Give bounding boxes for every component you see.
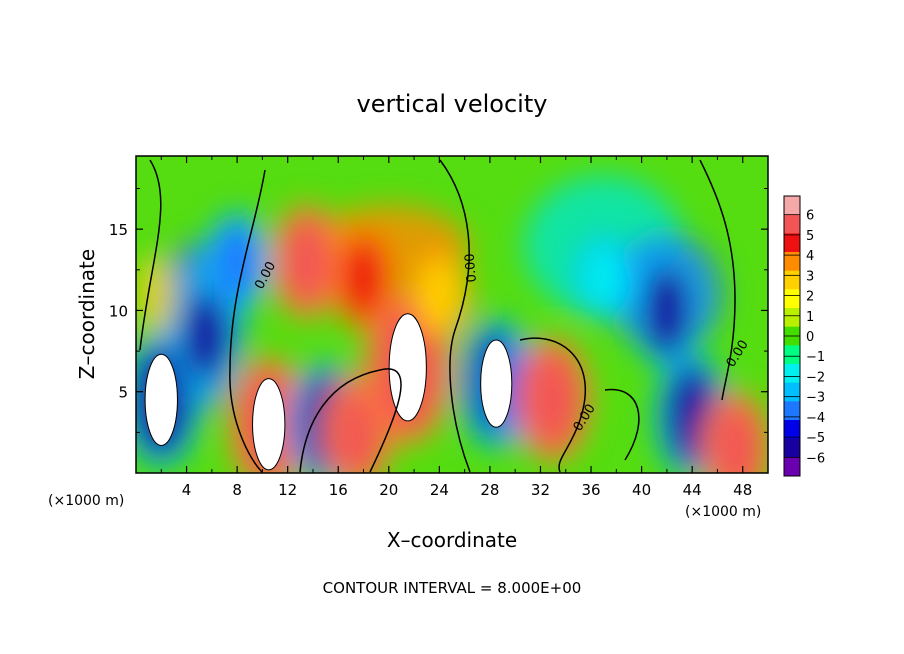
colorbar-label: −4 xyxy=(806,411,825,426)
x-tick-label: 12 xyxy=(278,481,297,499)
x-tick-label: 24 xyxy=(430,481,449,499)
field-cell xyxy=(585,245,623,310)
colorbar-swatch xyxy=(784,308,800,328)
field-region xyxy=(136,254,175,335)
field-cell xyxy=(281,214,332,309)
x-tick-label: 28 xyxy=(480,481,499,499)
colorbar-swatch xyxy=(784,196,800,216)
colorbar-label: −1 xyxy=(806,350,825,365)
saturated-core xyxy=(252,378,286,471)
x-tick-label: 20 xyxy=(379,481,398,499)
zero-contour xyxy=(699,159,736,401)
colorbar-swatch xyxy=(784,270,800,290)
y-axis-label: Z–coordinate xyxy=(75,249,99,379)
x-tick-label: 32 xyxy=(531,481,550,499)
saturated-core xyxy=(480,339,513,428)
y-tick-label: 10 xyxy=(109,302,128,320)
colorbar-label: 0 xyxy=(806,330,814,345)
y-axis-ticks: 5 10 15 xyxy=(109,188,768,433)
x-tick-label: 16 xyxy=(329,481,348,499)
colorbar-label: −6 xyxy=(806,451,825,466)
field-cell xyxy=(525,347,581,452)
colorbar-label: 3 xyxy=(806,269,814,284)
field-cell xyxy=(332,385,383,473)
saturated-core xyxy=(144,353,178,446)
colorbar-label: −3 xyxy=(806,391,825,406)
colorbar-swatch xyxy=(784,252,800,272)
colorbar-swatch xyxy=(784,382,800,402)
y-tick-label: 15 xyxy=(109,221,128,239)
x-tick-label: 4 xyxy=(182,481,192,499)
colorbar-swatch xyxy=(784,401,800,421)
plot-frame xyxy=(135,155,769,474)
x-tick-label: 48 xyxy=(733,481,752,499)
zero-contour xyxy=(299,368,402,473)
colorbar-swatch xyxy=(784,420,800,440)
colorbar-label: 2 xyxy=(806,290,814,305)
contour-interval-note: CONTOUR INTERVAL = 8.000E+00 xyxy=(323,579,582,597)
field-cell xyxy=(340,235,387,320)
colorbar-swatch xyxy=(784,364,800,384)
colorbar: 6 5 4 3 2 1 0 −1 −2 −3 −4 −5 −6 xyxy=(783,195,825,477)
x-axis-label: X–coordinate xyxy=(387,528,517,552)
field-cell xyxy=(215,222,259,302)
colorbar-swatch xyxy=(784,233,800,253)
zero-contour xyxy=(519,337,586,473)
x-unit-label: (×1000 m) xyxy=(48,493,124,509)
colorbar-swatch xyxy=(784,457,800,477)
colorbar-label: 1 xyxy=(806,310,814,325)
colorbar-label: 5 xyxy=(806,229,814,244)
zero-contour xyxy=(439,159,471,473)
contour-label: 0.00 xyxy=(463,253,480,283)
x-tick-label: 36 xyxy=(581,481,600,499)
x-tick-label: 8 xyxy=(232,481,242,499)
colorbar-label: 4 xyxy=(806,249,814,264)
y-unit-label: (×1000 m) xyxy=(685,504,761,520)
colorbar-label: −5 xyxy=(806,431,825,446)
colorbar-swatch xyxy=(784,438,800,458)
chart-title: vertical velocity xyxy=(357,90,548,118)
colorbar-swatch xyxy=(784,214,800,234)
zero-contour xyxy=(139,159,162,351)
field-cell xyxy=(180,287,231,382)
saturated-core xyxy=(388,313,427,422)
x-tick-label: 40 xyxy=(632,481,651,499)
field-cell xyxy=(711,401,762,473)
x-axis-ticks: 4 8 12 16 20 24 28 32 36 40 44 48 xyxy=(160,156,752,499)
field-cell xyxy=(641,263,692,358)
zero-contour xyxy=(229,169,266,473)
zero-contour xyxy=(604,388,640,461)
velocity-field xyxy=(136,159,768,473)
colorbar-swatch xyxy=(784,289,800,309)
colorbar-swatch xyxy=(784,345,800,365)
y-tick-label: 5 xyxy=(118,384,128,402)
x-tick-label: 44 xyxy=(683,481,702,499)
field-cell xyxy=(418,257,460,332)
colorbar-label: −2 xyxy=(806,370,825,385)
colorbar-label: 6 xyxy=(806,209,814,224)
